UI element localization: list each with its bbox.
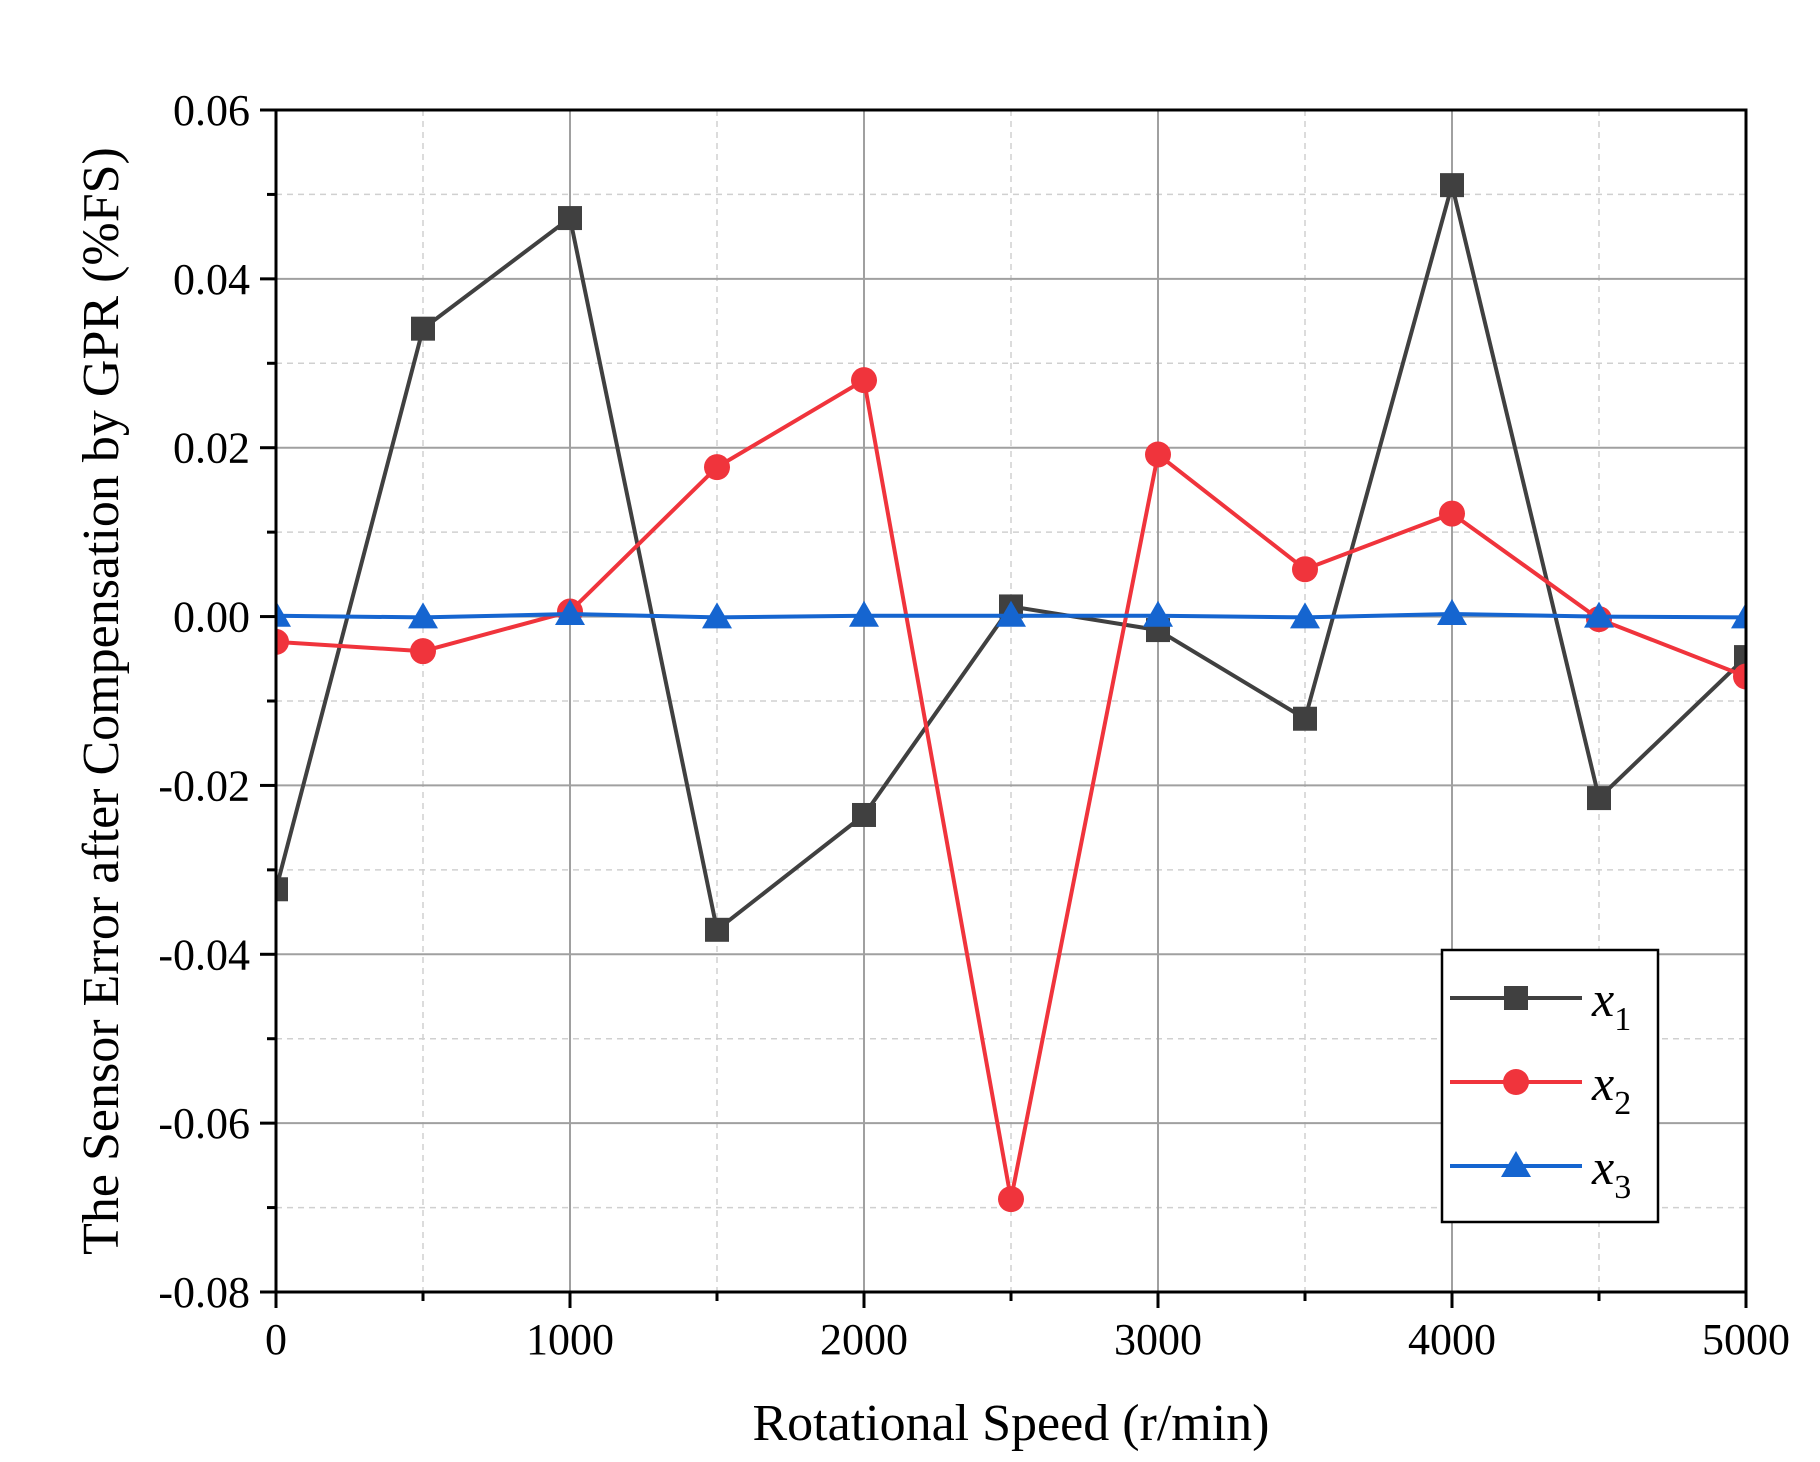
x-tick-label: 2000 (820, 1315, 908, 1364)
legend-label-subscript: 3 (1614, 1169, 1631, 1206)
data-point-x1 (852, 802, 876, 827)
x-tick-labels: 0 1000 2000 3000 4000 5000 (265, 1315, 1790, 1364)
legend-marker-x1 (1504, 986, 1528, 1010)
y-tick-label: -0.08 (158, 1268, 250, 1317)
legend-label-x2: x2 (1591, 1055, 1631, 1122)
data-point-x1 (1734, 645, 1746, 670)
y-tick-label: -0.02 (158, 761, 250, 810)
data-point-x1 (411, 316, 435, 341)
y-tick-label: -0.04 (158, 930, 250, 979)
data-point-x2 (998, 1186, 1024, 1213)
data-point-x3 (1290, 602, 1320, 629)
y-tick-label: 0.06 (173, 86, 250, 135)
data-point-x2 (1439, 500, 1465, 527)
y-tick-label: 0.02 (173, 424, 250, 473)
x-tick-label: 3000 (1114, 1315, 1202, 1364)
data-point-x3 (996, 600, 1026, 627)
data-point-x3 (1143, 600, 1173, 627)
legend-label-subscript: 2 (1614, 1085, 1631, 1122)
y-tick-label: 0.00 (173, 593, 250, 642)
data-point-x1 (1587, 786, 1611, 811)
data-point-x3 (1437, 599, 1467, 626)
legend-label-base: x (1591, 1139, 1614, 1195)
x-tick-label: 1000 (526, 1315, 614, 1364)
x-tick-label: 0 (265, 1315, 287, 1364)
y-tick-label: -0.06 (158, 1099, 250, 1148)
data-point-x2 (704, 454, 730, 481)
data-point-x2 (1292, 556, 1318, 583)
data-point-x3 (276, 600, 291, 627)
x-tick-label: 4000 (1408, 1315, 1496, 1364)
data-point-x1 (1293, 706, 1317, 731)
data-point-x3 (1584, 601, 1614, 628)
y-tick-label: 0.04 (173, 255, 250, 304)
legend-marker-x2 (1503, 1069, 1529, 1095)
y-axis-title: The Sensor Error after Compensation by G… (73, 147, 130, 1255)
data-point-x3 (555, 599, 585, 626)
data-point-x3 (849, 600, 879, 627)
legend-box (1440, 948, 1660, 1224)
data-point-x2 (851, 367, 877, 394)
legend-label-subscript: 1 (1614, 1001, 1631, 1038)
y-tick-labels: -0.08 -0.06 -0.04 -0.02 0.00 0.02 0.04 0.06 (158, 86, 250, 1317)
data-point-x2 (1733, 663, 1746, 690)
data-point-x2 (276, 628, 289, 655)
data-point-x2 (410, 638, 436, 665)
data-point-x2 (1145, 441, 1171, 468)
data-point-x1 (705, 917, 729, 942)
data-point-x3 (408, 602, 438, 629)
data-point-x1 (1440, 173, 1464, 198)
series-layer (276, 173, 1746, 1213)
data-point-x3 (702, 602, 732, 629)
legend-label-x1: x1 (1591, 971, 1631, 1038)
x-tick-label: 5000 (1702, 1315, 1790, 1364)
axis-ticks (260, 108, 1748, 1308)
data-point-x1 (276, 877, 288, 902)
data-point-x3 (1731, 602, 1746, 629)
legend-marker-x3 (1501, 1151, 1531, 1177)
data-point-x1 (558, 206, 582, 231)
legend-label-x3: x3 (1591, 1139, 1631, 1206)
legend-label-base: x (1591, 971, 1614, 1027)
legend-label-base: x (1591, 1055, 1614, 1111)
x-axis-title: Rotational Speed (r/min) (752, 1395, 1269, 1452)
series-x3 (276, 599, 1746, 629)
